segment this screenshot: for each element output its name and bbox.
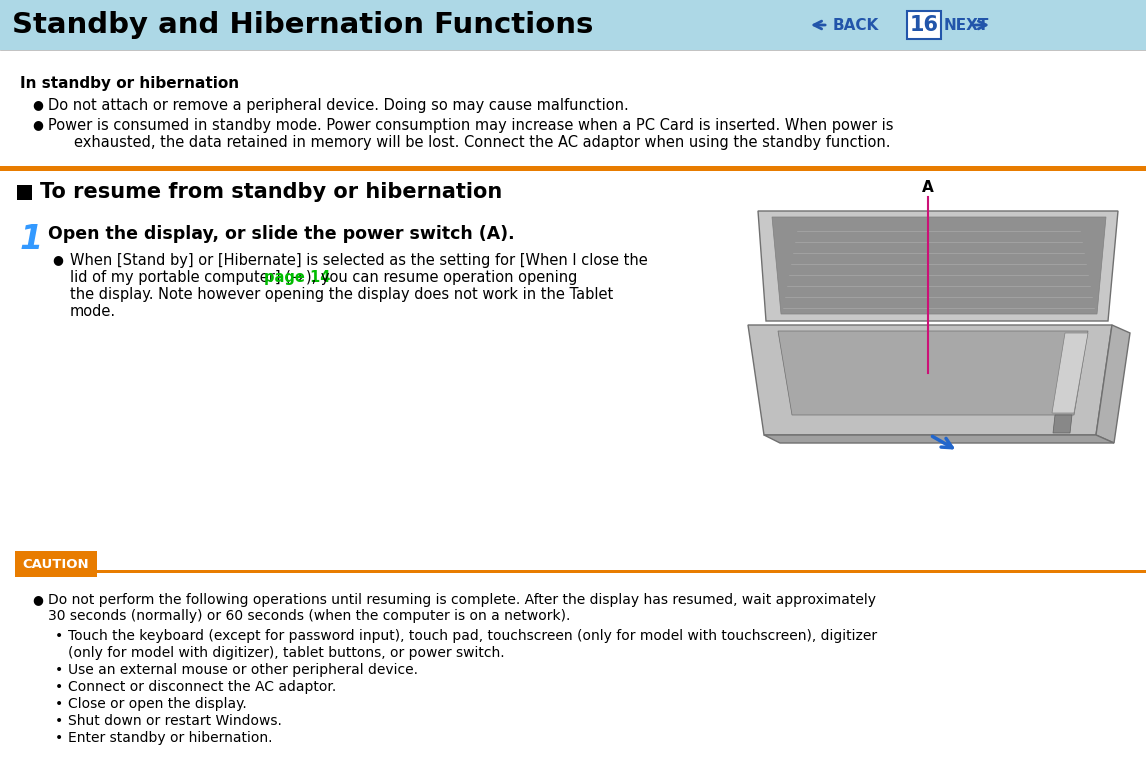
Text: Touch the keyboard (except for password input), touch pad, touchscreen (only for: Touch the keyboard (except for password …	[68, 629, 877, 643]
Text: mode.: mode.	[70, 304, 116, 319]
Text: •: •	[55, 680, 63, 694]
Polygon shape	[758, 211, 1118, 321]
Text: Connect or disconnect the AC adaptor.: Connect or disconnect the AC adaptor.	[68, 680, 336, 694]
Text: To resume from standby or hibernation: To resume from standby or hibernation	[40, 182, 502, 203]
Text: ●: ●	[32, 98, 42, 111]
Text: BACK: BACK	[833, 18, 879, 32]
FancyBboxPatch shape	[17, 185, 32, 200]
Text: ●: ●	[32, 593, 42, 606]
Text: Do not attach or remove a peripheral device. Doing so may cause malfunction.: Do not attach or remove a peripheral dev…	[48, 98, 629, 113]
Text: 16: 16	[910, 15, 939, 35]
Text: Power is consumed in standby mode. Power consumption may increase when a PC Card: Power is consumed in standby mode. Power…	[48, 118, 894, 133]
Polygon shape	[1053, 415, 1072, 433]
Polygon shape	[748, 325, 1112, 435]
Text: ), you can resume operation opening: ), you can resume operation opening	[306, 270, 578, 285]
Text: •: •	[55, 714, 63, 728]
Text: NEXT: NEXT	[944, 18, 989, 32]
Text: •: •	[55, 629, 63, 643]
Text: lid of my portable computer] (→: lid of my portable computer] (→	[70, 270, 308, 285]
FancyBboxPatch shape	[0, 166, 1146, 171]
FancyBboxPatch shape	[96, 570, 1146, 573]
Text: exhausted, the data retained in memory will be lost. Connect the AC adaptor when: exhausted, the data retained in memory w…	[74, 135, 890, 150]
Text: Shut down or restart Windows.: Shut down or restart Windows.	[68, 714, 282, 728]
Polygon shape	[764, 435, 1114, 443]
Text: Enter standby or hibernation.: Enter standby or hibernation.	[68, 731, 273, 745]
FancyBboxPatch shape	[15, 551, 97, 577]
Text: 1: 1	[19, 223, 44, 256]
Polygon shape	[1096, 325, 1130, 443]
Text: ●: ●	[52, 253, 63, 266]
Text: •: •	[55, 697, 63, 711]
Text: (only for model with digitizer), tablet buttons, or power switch.: (only for model with digitizer), tablet …	[68, 646, 504, 660]
Polygon shape	[1052, 333, 1088, 413]
Text: ●: ●	[32, 118, 42, 131]
Text: When [Stand by] or [Hibernate] is selected as the setting for [When I close the: When [Stand by] or [Hibernate] is select…	[70, 253, 647, 268]
Text: Use an external mouse or other peripheral device.: Use an external mouse or other periphera…	[68, 663, 418, 677]
Text: Open the display, or slide the power switch (A).: Open the display, or slide the power swi…	[48, 225, 515, 243]
Text: Do not perform the following operations until resuming is complete. After the di: Do not perform the following operations …	[48, 593, 876, 607]
Polygon shape	[778, 331, 1088, 415]
Text: In standby or hibernation: In standby or hibernation	[19, 76, 240, 91]
Text: the display. Note however opening the display does not work in the Tablet: the display. Note however opening the di…	[70, 287, 613, 302]
FancyBboxPatch shape	[906, 11, 941, 39]
Text: 30 seconds (normally) or 60 seconds (when the computer is on a network).: 30 seconds (normally) or 60 seconds (whe…	[48, 609, 571, 623]
Text: Standby and Hibernation Functions: Standby and Hibernation Functions	[11, 11, 594, 39]
Text: CAUTION: CAUTION	[23, 557, 89, 570]
Text: •: •	[55, 731, 63, 745]
Text: Close or open the display.: Close or open the display.	[68, 697, 246, 711]
Text: page 14: page 14	[264, 270, 330, 285]
Polygon shape	[772, 217, 1106, 314]
Text: A: A	[923, 180, 934, 195]
FancyBboxPatch shape	[0, 0, 1146, 50]
Text: •: •	[55, 663, 63, 677]
